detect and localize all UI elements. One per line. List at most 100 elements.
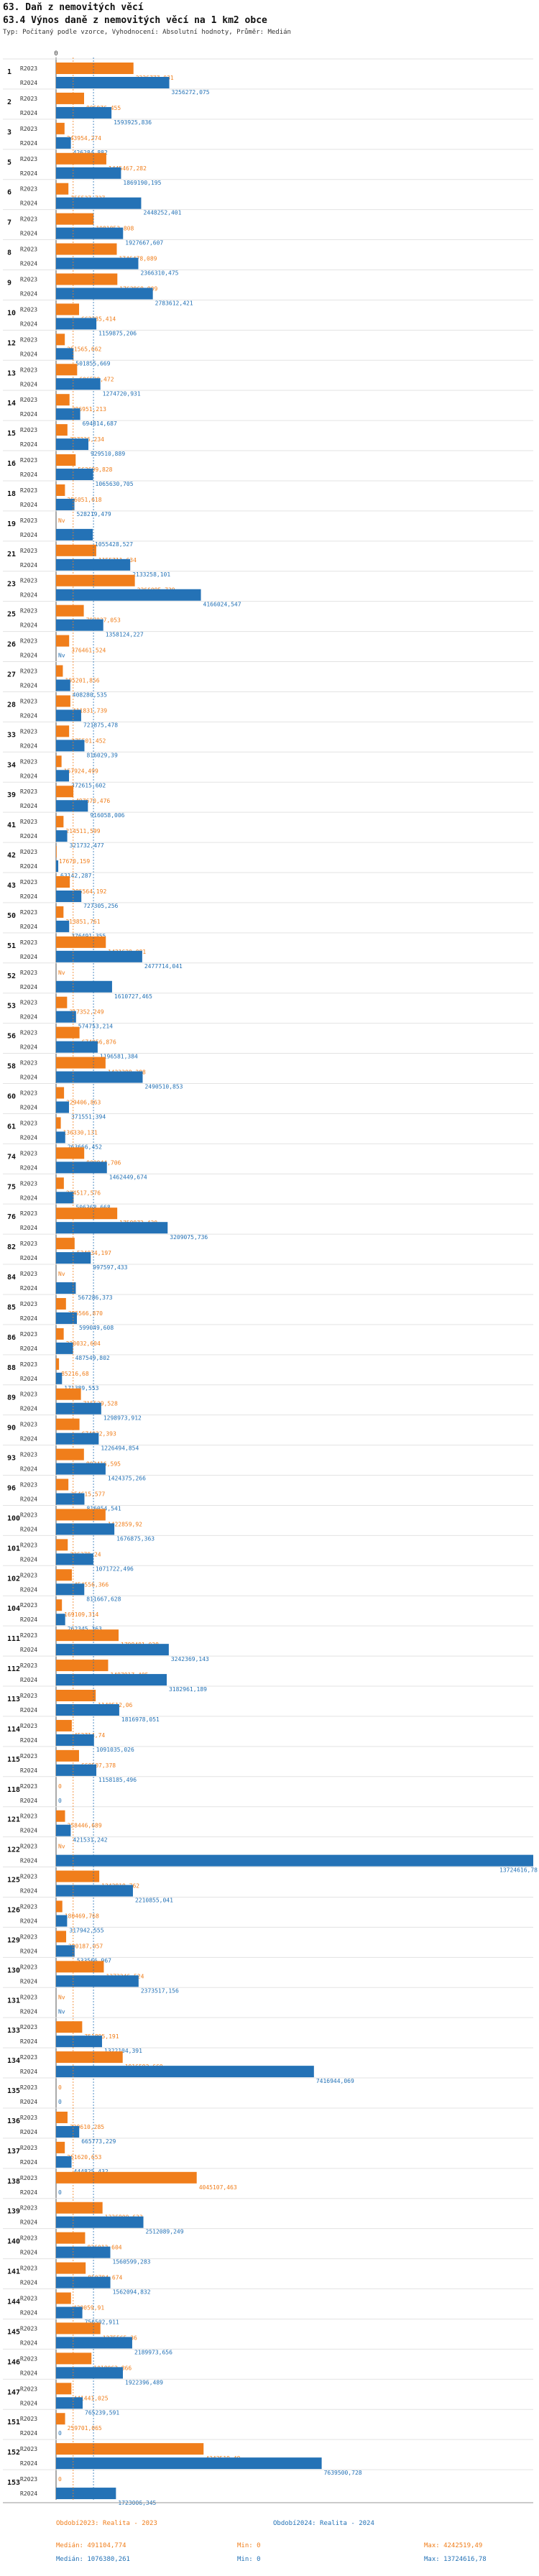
bar-2024 xyxy=(56,378,101,390)
value-label-2024: 1869190,195 xyxy=(123,180,161,186)
bar-2023 xyxy=(56,1539,68,1551)
bar-2023 xyxy=(56,1358,60,1370)
bar-2023 xyxy=(56,725,70,737)
bar-2024 xyxy=(56,498,75,510)
bar-2024 xyxy=(56,2216,144,2228)
category-label: 125 xyxy=(7,1877,20,1885)
series-row-label: R2023 xyxy=(20,186,37,193)
bar-2024 xyxy=(56,1824,71,1836)
bar-2023 xyxy=(56,1147,85,1159)
category-label: 7 xyxy=(7,219,11,227)
bar-2023 xyxy=(56,484,65,496)
value-label-2024: 3242369,143 xyxy=(171,1656,209,1662)
bar-2023 xyxy=(56,1026,80,1039)
series-row-label: R2024 xyxy=(20,140,37,147)
bar-2023 xyxy=(56,1749,79,1762)
category-label: 126 xyxy=(7,1906,20,1914)
category-label: 56 xyxy=(7,1033,16,1041)
value-label-2024: 1055428,527 xyxy=(95,541,133,548)
value-label-2024: 1322104,391 xyxy=(104,2048,142,2054)
category-label: 146 xyxy=(7,2358,20,2366)
bar-2023 xyxy=(56,394,70,406)
bar-2023 xyxy=(56,1238,75,1250)
series-row-label: R2023 xyxy=(20,65,37,72)
series-row-label: R2024 xyxy=(20,1978,37,1984)
series-row-label: R2023 xyxy=(20,2386,37,2392)
series-row-label: R2023 xyxy=(20,909,37,916)
series-row-label: R2023 xyxy=(20,758,37,765)
value-label-2024: 665773,229 xyxy=(81,2138,116,2145)
series-row-label: R2024 xyxy=(20,562,37,569)
value-label-2024: 2189973,656 xyxy=(134,2349,172,2355)
category-label: 6 xyxy=(7,189,11,197)
bar-2023 xyxy=(56,1569,72,1581)
chart-subtitle: 63.4 Výnos daně z nemovitých věcí na 1 k… xyxy=(3,15,267,26)
series-row-label: R2023 xyxy=(20,1783,37,1790)
value-label-2023: 660507,378 xyxy=(81,1762,116,1769)
value-label-2024: 1560599,283 xyxy=(113,2259,151,2266)
bar-2023 xyxy=(56,786,74,798)
bar-2024 xyxy=(56,227,124,239)
value-label-2023: 213851,761 xyxy=(65,919,100,925)
bar-2024 xyxy=(56,318,97,330)
bar-2024 xyxy=(56,1041,98,1053)
series-row-label: R2023 xyxy=(20,156,37,162)
value-label-2024: 13724616,78 xyxy=(499,1867,538,1874)
series-row-label: R2023 xyxy=(20,518,37,524)
series-row-label: R2023 xyxy=(20,2054,37,2061)
value-label-2023: 251565,662 xyxy=(67,346,101,352)
series-row-label: R2024 xyxy=(20,1798,37,1804)
bar-2024 xyxy=(56,257,139,270)
value-label-2024: 376491,355 xyxy=(71,933,106,939)
value-label-2023: 285566,870 xyxy=(68,1310,103,1317)
bar-2023 xyxy=(56,122,65,134)
bar-2023 xyxy=(56,1418,80,1430)
series-row-label: R2024 xyxy=(20,2400,37,2406)
value-label-2024: Nv xyxy=(58,653,65,659)
series-row-label: R2024 xyxy=(20,231,37,237)
series-row-label: R2023 xyxy=(20,879,37,886)
series-row-label: R2023 xyxy=(20,306,37,313)
category-label: 52 xyxy=(7,972,16,980)
bar-2024 xyxy=(56,770,70,782)
bar-2024 xyxy=(56,1553,93,1565)
series-row-label: R2024 xyxy=(20,1285,37,1292)
value-label-2023: 563699,828 xyxy=(78,466,112,473)
series-row-label: R2023 xyxy=(20,1693,37,1699)
series-row-label: R2024 xyxy=(20,502,37,508)
category-label: 151 xyxy=(7,2419,20,2426)
category-label: 27 xyxy=(7,671,16,679)
bar-2023 xyxy=(56,2443,204,2455)
series-row-label: R2023 xyxy=(20,1994,37,2000)
category-label: 26 xyxy=(7,641,16,649)
series-row-label: R2024 xyxy=(20,653,37,659)
value-label-2023: 214511,599 xyxy=(65,828,100,834)
bar-2023 xyxy=(56,2352,92,2365)
bar-2024 xyxy=(56,137,71,149)
category-label: 93 xyxy=(7,1455,16,1463)
value-label-2024: 694814,687 xyxy=(83,420,117,427)
series-row-label: R2024 xyxy=(20,1376,37,1382)
series-row-label: R2024 xyxy=(20,2129,37,2135)
series-row-label: R2024 xyxy=(20,1828,37,1834)
series-row-label: R2023 xyxy=(20,728,37,735)
value-label-2024: 1358124,227 xyxy=(106,632,144,638)
value-label-2024: 533566,967 xyxy=(77,1957,111,1964)
bar-2023 xyxy=(56,544,96,556)
category-label: 61 xyxy=(7,1123,16,1131)
value-label-2023: 411831,739 xyxy=(73,707,107,714)
series-row-label: R2024 xyxy=(20,712,37,719)
series-row-label: R2024 xyxy=(20,381,37,387)
value-label-2024: 1226494,854 xyxy=(101,1445,139,1452)
bar-2023 xyxy=(56,1900,63,1913)
series-row-label: R2023 xyxy=(20,1723,37,1729)
value-label-2024: 1196581,384 xyxy=(100,1054,138,1060)
series-row-label: R2024 xyxy=(20,1044,37,1051)
bar-2023 xyxy=(56,906,64,918)
value-label-2023: 376461,524 xyxy=(71,648,106,654)
bar-2024 xyxy=(56,2488,116,2500)
bar-2023 xyxy=(56,2413,65,2425)
series-row-label: R2024 xyxy=(20,1586,37,1593)
category-label: 102 xyxy=(7,1575,20,1583)
bar-2024 xyxy=(56,1704,119,1716)
